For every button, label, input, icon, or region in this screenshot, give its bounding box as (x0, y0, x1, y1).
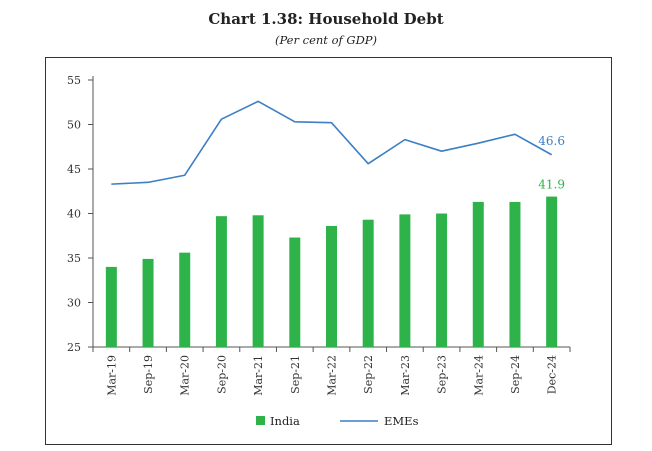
india-bar (399, 214, 411, 347)
y-tick-label: 25 (67, 341, 81, 354)
x-tick-label: Sep-22 (362, 355, 375, 394)
emes-line-group (111, 100, 553, 185)
india-bar (179, 252, 191, 347)
india-bar (546, 196, 558, 347)
x-tick-label: Mar-21 (252, 355, 265, 396)
y-tick-label: 40 (67, 208, 81, 221)
y-tick-label: 45 (67, 163, 81, 176)
x-tick-label: Dec-24 (546, 355, 559, 394)
x-tick-label: Mar-20 (179, 355, 192, 396)
data-labels: 46.6 41.9 (538, 134, 565, 192)
india-bar (436, 213, 448, 347)
india-bar (252, 215, 264, 347)
x-tick-label: Sep-21 (289, 355, 302, 394)
x-tick-label: Sep-23 (436, 355, 449, 394)
legend: India EMEs (256, 414, 419, 428)
india-bars (105, 196, 558, 347)
x-tick-label: Sep-20 (215, 355, 228, 394)
india-bar (472, 201, 484, 347)
y-axis: 25 30 35 40 45 50 55 (67, 74, 94, 354)
y-tick-label: 55 (67, 74, 81, 87)
india-bar (142, 258, 154, 347)
legend-india-swatch (256, 416, 265, 425)
emes-end-label: 46.6 (538, 134, 565, 148)
x-axis: Mar-19 Sep-19 Mar-20 Sep-20 Mar-21 Sep-21 Mar-… (92, 346, 571, 396)
x-tick-label: Mar-23 (399, 355, 412, 396)
india-bar (289, 237, 301, 347)
x-tick-label: Sep-24 (509, 355, 522, 394)
legend-emes-label: EMEs (384, 414, 419, 428)
x-tick-label: Mar-24 (472, 355, 485, 396)
x-tick-label: Mar-22 (326, 355, 339, 396)
india-bar (105, 266, 117, 347)
india-end-label: 41.9 (538, 178, 565, 192)
chart-frame (45, 57, 612, 445)
india-bar (215, 216, 227, 347)
legend-india-label: India (270, 414, 300, 428)
india-bar (326, 225, 337, 347)
y-tick-label: 50 (67, 119, 81, 132)
chart-subtitle: (Per cent of GDP) (274, 33, 378, 47)
y-tick-label: 30 (67, 297, 81, 310)
chart-title: Chart 1.38: Household Debt (208, 10, 444, 28)
x-tick-label: Sep-19 (142, 355, 155, 394)
y-tick-label: 35 (67, 252, 81, 265)
emes-line (111, 100, 553, 185)
india-bar (509, 201, 521, 347)
india-bar (362, 219, 374, 347)
x-tick-label: Mar-19 (105, 355, 118, 396)
